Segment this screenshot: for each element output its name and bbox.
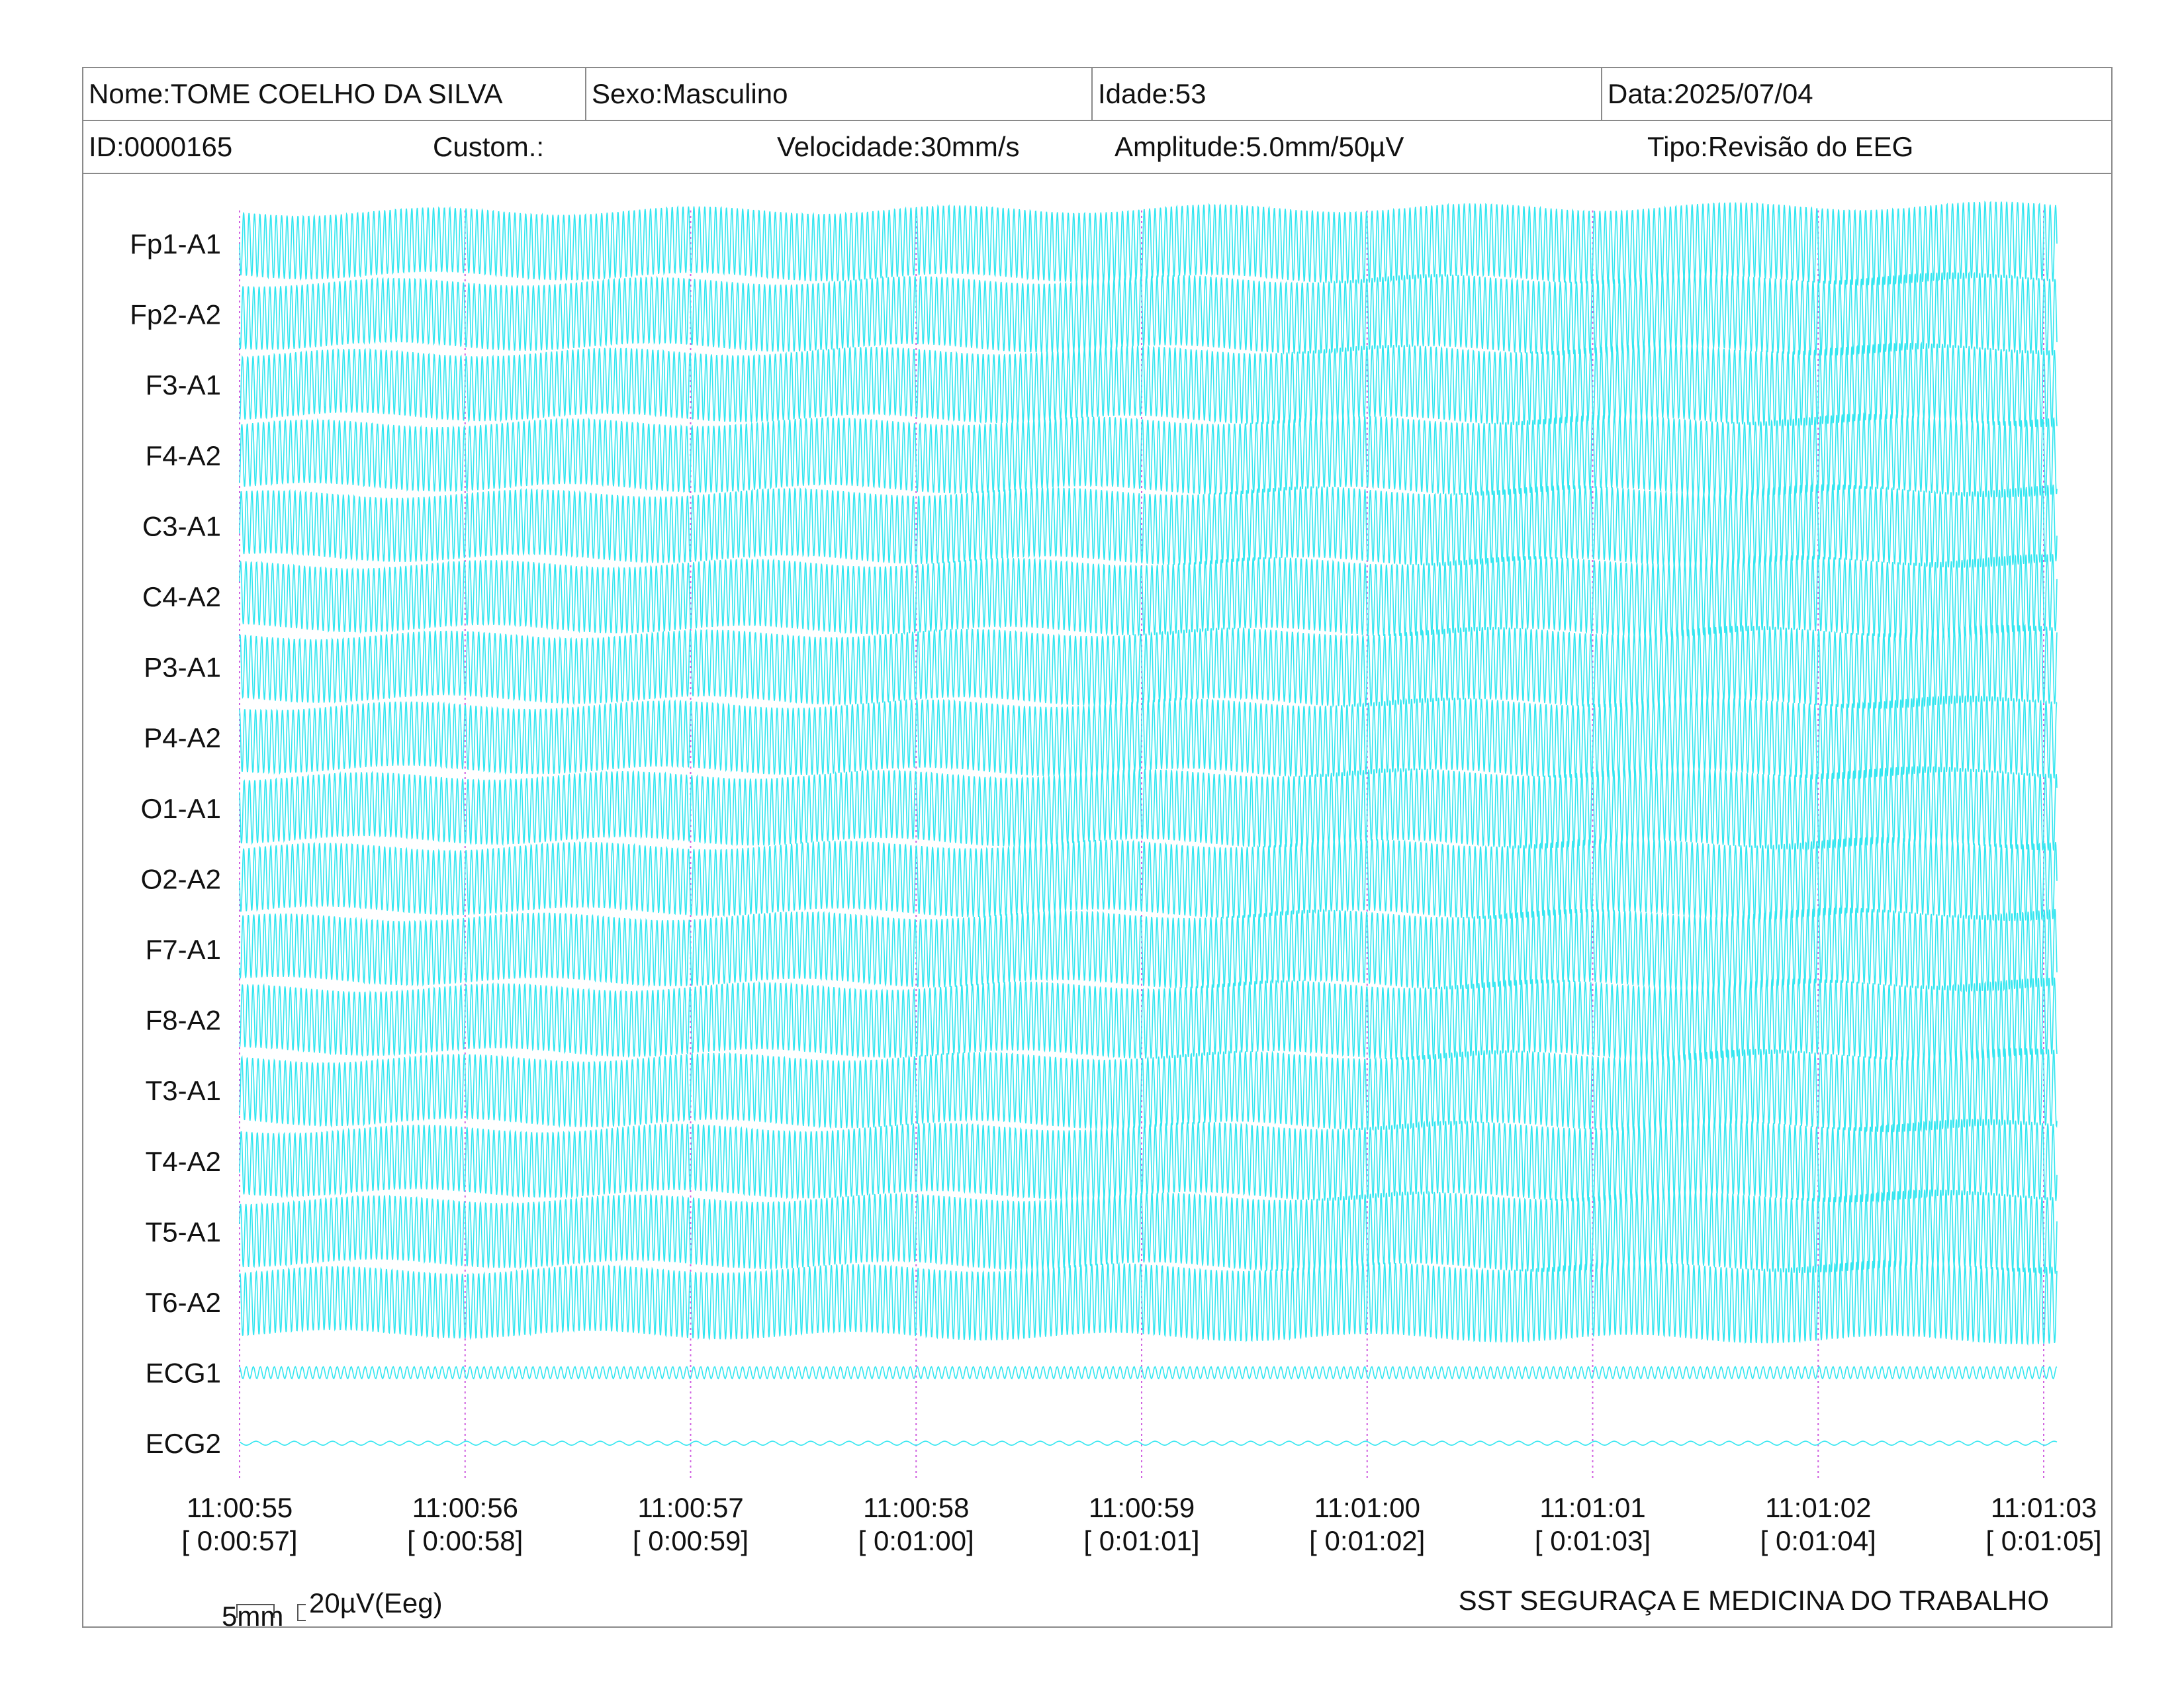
time-tick-clock: 11:00:58 [863, 1492, 969, 1523]
time-tick-clock: 11:00:56 [412, 1492, 518, 1523]
channel-label: F7-A1 [146, 934, 221, 965]
time-tick-elapsed: [ 0:01:02] [1309, 1525, 1425, 1556]
eeg-report-frame: Nome:TOME COELHO DA SILVA Sexo:Masculino… [82, 67, 2113, 1628]
channel-label: C4-A2 [142, 581, 221, 612]
channel-trace [239, 1259, 2058, 1346]
eeg-traces [239, 201, 2058, 1446]
channel-trace [239, 977, 2058, 1062]
amplitude-setting: Amplitude:5.0mm/50µV [1115, 131, 1404, 162]
channel-trace [239, 836, 2058, 922]
company-name: SST SEGURAÇA E MEDICINA DO TRABALHO [1459, 1585, 2049, 1616]
time-tick-clock: 11:01:01 [1539, 1492, 1645, 1523]
time-tick-elapsed: [ 0:01:01] [1083, 1525, 1199, 1556]
scale-bar: 5mm 20µV(Eeg) [222, 1587, 443, 1632]
channel-trace [239, 1440, 2058, 1446]
channel-label: F8-A2 [146, 1005, 221, 1036]
scale-time-label: 5mm [222, 1601, 283, 1632]
speed-setting: Velocidade:30mm/s [777, 131, 1020, 162]
channel-label: ECG1 [146, 1358, 221, 1389]
channel-trace [239, 1189, 2058, 1274]
channel-label: P4-A2 [144, 722, 221, 753]
time-tick-clock: 11:00:59 [1089, 1492, 1195, 1523]
time-tick-clock: 11:01:02 [1765, 1492, 1871, 1523]
exam-date: Data:2025/07/04 [1608, 78, 1813, 109]
patient-name: Nome:TOME COELHO DA SILVA [83, 68, 586, 120]
channel-trace [239, 1118, 2058, 1203]
channel-labels: Fp1-A1 Fp2-A2 F3-A1 F4-A2 C3-A1 C4-A2 P3-A1 P4-… [130, 228, 221, 1459]
scale-amp-label: 20µV(Eeg) [309, 1587, 443, 1618]
channel-label: T4-A2 [146, 1146, 221, 1177]
time-tick-elapsed: [ 0:01:05] [1985, 1525, 2101, 1556]
patient-age: Idade:53 [1093, 68, 1602, 120]
time-tick-elapsed: [ 0:01:00] [858, 1525, 974, 1556]
channel-trace [239, 766, 2058, 851]
exam-type: Tipo:Revisão do EEG [1647, 131, 1914, 162]
scale-bar-amp-icon [297, 1604, 306, 1621]
time-tick-clock: 11:01:03 [1991, 1492, 2097, 1523]
header-row-exam: ID:0000165 Custom.: Velocidade:30mm/s Am… [83, 121, 2111, 174]
time-tick-elapsed: [ 0:01:04] [1760, 1525, 1876, 1556]
channel-label: T6-A2 [146, 1287, 221, 1318]
time-tick-elapsed: [ 0:00:57] [181, 1525, 297, 1556]
channel-trace [239, 201, 2058, 287]
channel-trace [239, 908, 2058, 993]
channel-trace [239, 624, 2058, 710]
channel-label: F4-A2 [146, 440, 221, 471]
channel-trace [239, 484, 2058, 569]
channel-label: T3-A1 [146, 1075, 221, 1106]
channel-trace [239, 695, 2058, 780]
channel-label: O1-A1 [141, 793, 221, 824]
channel-trace [239, 553, 2058, 639]
channel-label: Fp2-A2 [130, 299, 221, 330]
channel-label: O2-A2 [141, 863, 221, 894]
time-tick-labels: 11:00:55[ 0:00:57] 11:00:56[ 0:00:58] 11:0… [181, 1492, 2101, 1556]
channel-label: F3-A1 [146, 369, 221, 400]
time-tick-clock: 11:01:00 [1314, 1492, 1420, 1523]
time-tick-clock: 11:00:57 [637, 1492, 743, 1523]
channel-trace [239, 1366, 2058, 1380]
time-tick-elapsed: [ 0:01:03] [1535, 1525, 1651, 1556]
patient-id: ID:0000165 [89, 131, 233, 162]
time-tick-clock: 11:00:55 [187, 1492, 293, 1523]
patient-sex: Sexo:Masculino [586, 68, 1093, 120]
channel-label: Fp1-A1 [130, 228, 221, 259]
channel-label: C3-A1 [142, 510, 221, 541]
header-row-patient: Nome:TOME COELHO DA SILVA Sexo:Masculino… [83, 68, 2111, 121]
channel-trace [239, 1047, 2058, 1133]
custom-field: Custom.: [433, 131, 545, 162]
channel-label: T5-A1 [146, 1216, 221, 1247]
time-tick-elapsed: [ 0:00:59] [633, 1525, 749, 1556]
channel-trace [239, 341, 2058, 428]
channel-label: P3-A1 [144, 652, 221, 683]
channel-label: ECG2 [146, 1428, 221, 1459]
scale-bar-time-icon [236, 1604, 275, 1618]
channel-trace [239, 412, 2058, 498]
channel-trace [239, 271, 2058, 357]
time-tick-elapsed: [ 0:00:58] [407, 1525, 523, 1556]
